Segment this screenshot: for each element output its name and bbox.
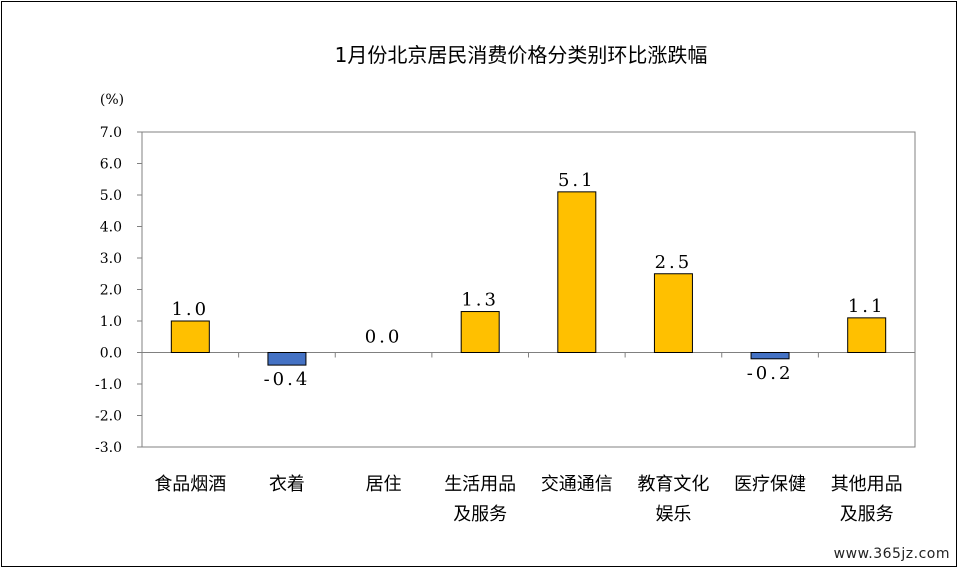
data-label: -0.2 [747,363,794,384]
watermark: www.365jz.com [829,544,954,564]
x-tick-label: 医疗保健 [734,474,806,495]
y-tick-label: 0.0 [100,346,122,362]
x-tick-label: 食品烟酒 [154,474,226,495]
x-tick-label: 其他用品 [831,474,903,495]
y-tick-label: 6.0 [100,157,122,173]
plot-area [141,131,916,448]
data-label: 5.1 [558,170,596,191]
data-label: 2.5 [655,252,693,273]
bar [750,352,790,360]
bar [557,191,597,353]
x-tick-label: 衣着 [269,474,305,495]
y-tick-label: -3.0 [95,440,122,456]
y-tick-label: 4.0 [100,220,122,236]
y-unit-label: (%) [100,92,124,108]
x-tick-label: 及服务 [453,504,507,525]
y-tick-label: 7.0 [100,125,122,141]
bar [170,320,210,353]
x-tick-label: 及服务 [840,504,894,525]
y-tick-label: 3.0 [100,251,122,267]
data-label: 1.3 [461,290,499,311]
data-label: 1.1 [848,296,886,317]
y-tick-label: 1.0 [100,314,122,330]
bar [460,311,500,353]
bar [653,273,693,353]
x-tick-label: 生活用品 [444,474,516,495]
bar [847,317,887,354]
y-tick-label: 2.0 [100,283,122,299]
y-tick-label: -2.0 [95,409,122,425]
data-label: 0.0 [365,327,403,348]
bar [267,352,307,366]
data-label: -0.4 [264,369,311,390]
y-tick-label: -1.0 [95,377,122,393]
x-tick-label: 娱乐 [655,504,691,525]
data-label: 1.0 [171,299,209,320]
x-tick-label: 教育文化 [637,474,709,495]
x-tick-label: 居住 [366,474,402,495]
y-tick-label: 5.0 [100,188,122,204]
chart-title: 1月份北京居民消费价格分类别环比涨跌幅 [335,43,708,67]
x-tick-label: 交通通信 [541,474,613,495]
